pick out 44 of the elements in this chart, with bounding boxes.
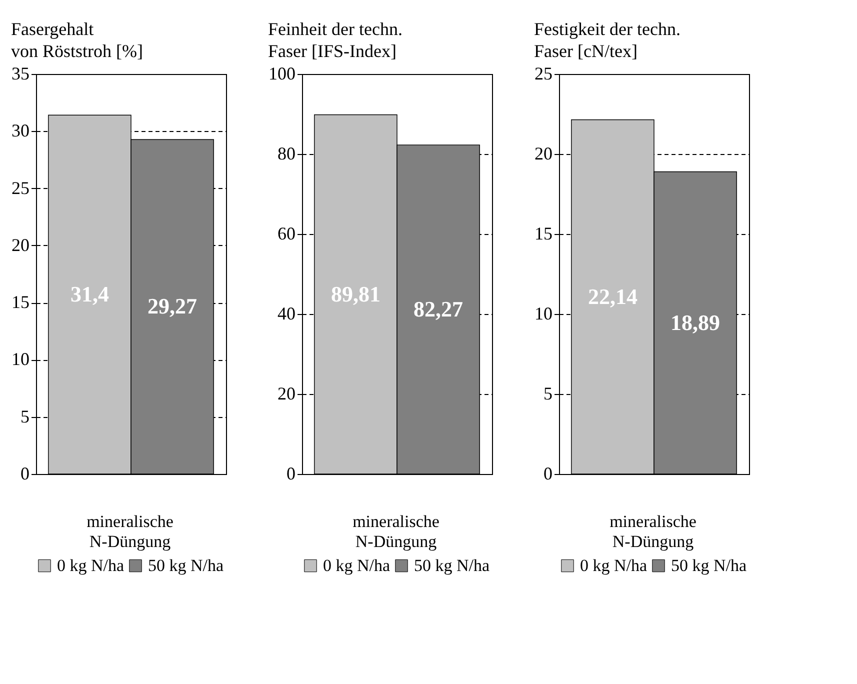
text: N-Düngung (355, 532, 437, 551)
legend-label: 0 kg N/ha (323, 556, 390, 575)
y-tick-label: 40 (278, 304, 296, 324)
data-label: 18,89 (670, 310, 720, 335)
data-label: 29,27 (148, 294, 198, 319)
y-tick-label: 60 (278, 224, 296, 244)
legend-label: 0 kg N/ha (580, 556, 648, 575)
y-tick-label: 5 (20, 406, 30, 426)
text: Feinheit der techn. (268, 19, 402, 39)
y-tick-label: 0 (20, 464, 30, 484)
text: Festigkeit der techn. (534, 19, 680, 39)
y-tick-label: 0 (286, 464, 296, 484)
legend-label: 0 kg N/ha (57, 556, 124, 575)
y-tick-label: 25 (534, 64, 552, 84)
y-tick-label: 10 (534, 304, 552, 324)
y-tick-label: 10 (12, 349, 30, 370)
text: von Röststroh [%] (11, 41, 143, 61)
text: mineralische (86, 512, 174, 531)
text: Faser [cN/tex] (534, 41, 638, 61)
y-tick-label: 0 (544, 464, 552, 484)
data-label: 22,14 (588, 284, 638, 309)
y-tick-label: 20 (12, 234, 30, 255)
data-label: 82,27 (414, 296, 464, 322)
y-tick-label: 5 (544, 384, 552, 404)
legend-label: 50 kg N/ha (414, 556, 490, 575)
y-tick-label: 25 (12, 178, 30, 198)
text: N-Düngung (612, 532, 694, 551)
data-label: 89,81 (330, 281, 380, 306)
text: mineralische (352, 512, 440, 531)
text: mineralische (610, 512, 696, 531)
y-tick-label: 35 (12, 64, 30, 84)
y-tick-label: 20 (278, 384, 296, 404)
y-tick-label: 80 (278, 144, 296, 164)
y-tick-label: 100 (268, 64, 296, 84)
y-tick-label: 30 (12, 120, 30, 141)
text: Fasergehalt (11, 19, 94, 39)
legend-label: 50 kg N/ha (148, 556, 224, 575)
text: Faser [IFS-Index] (268, 41, 396, 61)
y-tick-label: 15 (12, 292, 30, 312)
text: N-Düngung (89, 532, 171, 551)
y-tick-label: 20 (534, 144, 552, 164)
legend-label: 50 kg N/ha (671, 556, 747, 575)
y-tick-label: 15 (534, 224, 552, 244)
data-label: 31,4 (70, 282, 109, 307)
